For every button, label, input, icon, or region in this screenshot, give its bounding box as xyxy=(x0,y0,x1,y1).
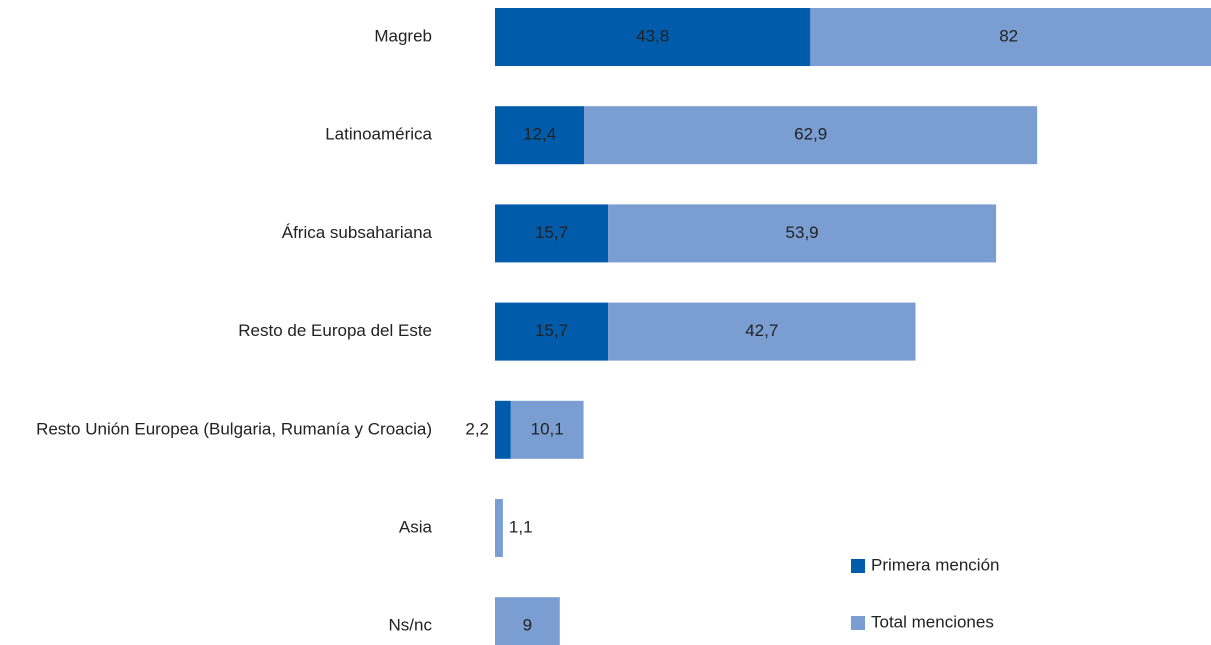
bar-segment xyxy=(510,400,584,459)
bar-segment xyxy=(495,106,585,165)
legend-swatch xyxy=(851,559,865,573)
value-label: 43,8 xyxy=(636,26,669,45)
bar-segment xyxy=(810,8,1211,66)
bar-segment xyxy=(495,400,511,459)
bar-segment xyxy=(495,8,811,66)
value-label: 9 xyxy=(523,616,532,635)
bar-segment xyxy=(495,499,503,557)
category-label: Latinoamérica xyxy=(325,125,432,144)
bar-segment xyxy=(495,204,609,263)
legend-swatch xyxy=(851,616,865,630)
bar-segment xyxy=(495,597,560,645)
value-label: 82 xyxy=(999,26,1018,45)
category-label: Ns/nc xyxy=(389,616,433,635)
category-label: África subsahariana xyxy=(282,223,433,242)
value-label: 2,2 xyxy=(465,419,489,438)
category-label: Resto de Europa del Este xyxy=(238,321,432,340)
value-label: 53,9 xyxy=(786,223,819,242)
bar-segment xyxy=(608,204,997,263)
value-label: 12,4 xyxy=(523,125,556,144)
value-label: 10,1 xyxy=(531,419,564,438)
bar-segment xyxy=(608,302,916,361)
legend-label: Total menciones xyxy=(871,612,994,631)
legend-label: Primera mención xyxy=(871,555,1000,574)
value-label: 15,7 xyxy=(535,321,568,340)
bar-segment xyxy=(495,302,609,361)
value-label: 15,7 xyxy=(535,223,568,242)
value-label: 42,7 xyxy=(745,321,778,340)
value-label: 62,9 xyxy=(794,125,827,144)
category-label: Resto Unión Europea (Bulgaria, Rumanía y… xyxy=(36,419,432,438)
category-label: Magreb xyxy=(374,26,432,45)
category-label: Asia xyxy=(399,517,433,536)
bar-segment xyxy=(584,106,1038,165)
value-label: 1,1 xyxy=(509,517,533,536)
